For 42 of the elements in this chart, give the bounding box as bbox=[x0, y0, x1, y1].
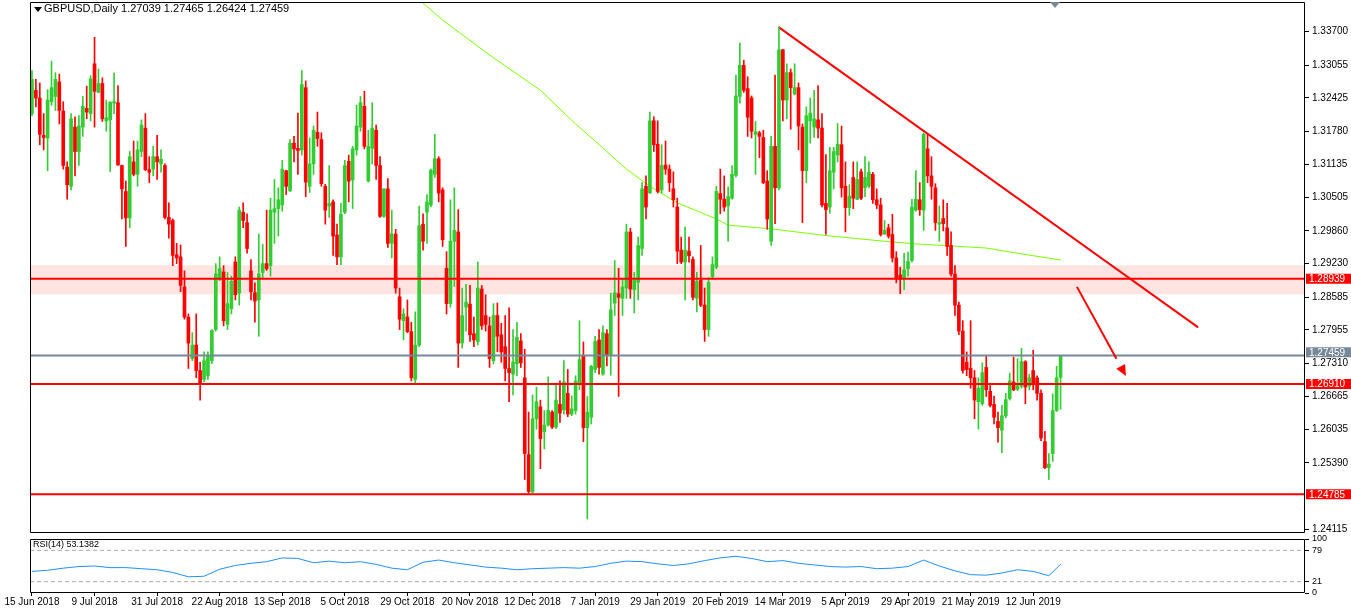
y-tick-label: 1.25390 bbox=[1312, 456, 1349, 468]
y-tick-label: 1.29860 bbox=[1312, 224, 1349, 236]
y-tick-label: 1.26035 bbox=[1312, 423, 1349, 435]
x-tick-label: 29 Jan 2019 bbox=[630, 595, 686, 607]
y-tick-label: 79 bbox=[1312, 544, 1323, 555]
x-tick-label: 20 Feb 2019 bbox=[692, 595, 749, 607]
y-tick-label: 1.26665 bbox=[1312, 390, 1349, 402]
x-tick-label: 9 Jul 2018 bbox=[71, 595, 119, 607]
x-tick-label: 5 Apr 2019 bbox=[821, 595, 871, 607]
y-tick-label: 1.27310 bbox=[1312, 357, 1349, 369]
y-tick-label: 1.24115 bbox=[1312, 522, 1348, 534]
x-tick-label: 29 Apr 2019 bbox=[881, 595, 936, 607]
y-tick-label: 21 bbox=[1312, 576, 1323, 587]
x-tick-label: 13 Sep 2018 bbox=[253, 595, 312, 607]
y-tick-label: 0 bbox=[1312, 587, 1318, 598]
x-tick-label: 31 Jul 2018 bbox=[131, 595, 184, 607]
x-tick-label: 21 May 2019 bbox=[941, 595, 1000, 607]
ref-line-label: 1.24785 bbox=[1309, 488, 1346, 500]
y-tick-label: 1.32425 bbox=[1312, 91, 1349, 103]
y-tick-label: 100 bbox=[1312, 533, 1328, 544]
x-tick-label: 29 Oct 2018 bbox=[380, 595, 436, 607]
x-tick-label: 20 Nov 2018 bbox=[441, 595, 499, 607]
y-tick-label: 1.33700 bbox=[1312, 25, 1349, 37]
x-tick-label: 14 Mar 2019 bbox=[754, 595, 812, 607]
y-tick-label: 1.30505 bbox=[1312, 191, 1349, 203]
y-tick-label: 1.31135 bbox=[1312, 158, 1348, 170]
x-tick-label: 7 Jan 2019 bbox=[570, 595, 621, 607]
x-tick-label: 22 Aug 2018 bbox=[191, 595, 249, 607]
x-tick-label: 15 Jun 2018 bbox=[4, 595, 60, 607]
chart-title: RSI(14) 53.1382 bbox=[33, 539, 100, 549]
ref-line-label: 1.28939 bbox=[1309, 272, 1346, 284]
x-tick-label: 12 Dec 2018 bbox=[504, 595, 562, 607]
y-tick-label: 1.28585 bbox=[1312, 290, 1349, 302]
y-tick-label: 1.33055 bbox=[1312, 58, 1349, 70]
chart-title: GBPUSD,Daily 1.27039 1.27465 1.26424 1.27459 bbox=[44, 2, 290, 14]
y-tick-label: 1.29230 bbox=[1312, 257, 1349, 269]
y-tick-label: 1.31780 bbox=[1312, 125, 1349, 136]
y-tick-label: 1.27955 bbox=[1312, 323, 1349, 335]
ref-line-label: 1.26910 bbox=[1309, 378, 1346, 390]
x-tick-label: 12 Jun 2019 bbox=[1005, 595, 1062, 607]
ref-line-label: 1.27459 bbox=[1309, 346, 1346, 358]
x-tick-label: 5 Oct 2018 bbox=[320, 595, 370, 607]
